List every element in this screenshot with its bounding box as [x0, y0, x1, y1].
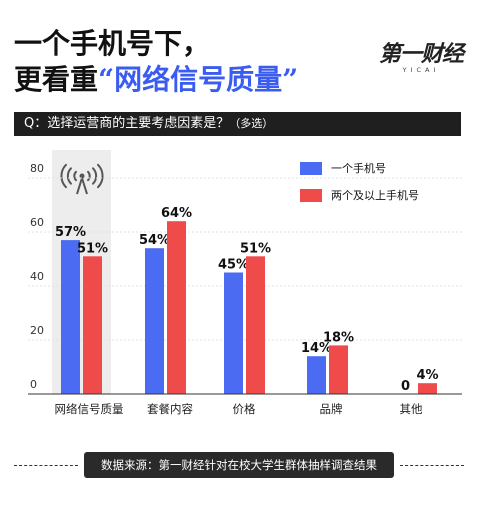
brand-logo-text: 第一财经: [378, 42, 464, 67]
question-bar: Q：选择运营商的主要考虑因素是？（多选）: [14, 112, 461, 136]
x-tick-label-5: 其他: [400, 402, 423, 416]
legend-item-series-2: 两个及以上手机号: [300, 185, 419, 205]
y-tick-label-20: 20: [30, 324, 44, 337]
headline-highlight: “网络信号质量”: [98, 63, 299, 96]
value-label-2-series-1: 54%: [139, 233, 170, 248]
value-label-5-series-1: 0: [401, 379, 410, 394]
signal-tower-top: [79, 173, 85, 179]
signal-wave-right-2: [92, 167, 98, 185]
bar-2-series-2: [167, 221, 186, 394]
value-label-5-series-2: 4%: [416, 368, 438, 383]
question-text: Q：选择运营商的主要考虑因素是？: [24, 116, 230, 131]
signal-wave-left-2: [66, 167, 72, 185]
source-divider-left: [14, 465, 78, 466]
source-divider-right: [400, 465, 464, 466]
headline-line-2-prefix: 更看重: [14, 63, 99, 96]
signal-wave-right-1: [87, 170, 91, 182]
legend-label-series-1: 一个手机号: [331, 162, 386, 175]
value-label-2-series-2: 64%: [161, 206, 192, 221]
bar-4-series-2: [329, 345, 348, 394]
bar-1-series-2: [83, 256, 102, 394]
bar-3-series-1: [224, 272, 243, 394]
legend-label-series-2: 两个及以上手机号: [331, 189, 419, 202]
highlight-background: [52, 150, 111, 394]
headline-line-1: 一个手机号下，: [14, 27, 211, 60]
x-tick-label-3: 价格: [233, 402, 256, 416]
bar-5-series-2: [418, 383, 437, 394]
y-tick-label-0: 0: [30, 378, 37, 391]
legend-item-series-1: 一个手机号: [300, 158, 419, 178]
y-tick-label-40: 40: [30, 270, 44, 283]
signal-wave-left-1: [73, 170, 77, 182]
question-note: （多选）: [229, 117, 274, 130]
value-label-4-series-1: 14%: [301, 341, 332, 356]
x-tick-label-4: 品牌: [320, 402, 343, 416]
value-label-1-series-2: 51%: [77, 241, 108, 256]
brand-logo: 第一财经 YICAI: [378, 36, 464, 74]
data-source-note: 数据来源：第一财经针对在校大学生群体抽样调查结果: [84, 452, 394, 478]
chart-legend: 一个手机号 两个及以上手机号: [300, 158, 419, 212]
brand-logo-sub: YICAI: [402, 66, 440, 74]
headline: 一个手机号下， 更看重“网络信号质量”: [14, 26, 298, 98]
legend-swatch-series-2: [300, 188, 322, 202]
signal-tower-mast: [76, 177, 88, 195]
bar-3-series-2: [246, 256, 265, 394]
x-tick-label-1: 网络信号质量: [55, 402, 124, 416]
signal-wave-left-3: [60, 163, 67, 189]
signal-wave-right-3: [97, 163, 104, 189]
headline-line-2: 更看重“网络信号质量”: [14, 62, 298, 98]
value-label-4-series-2: 18%: [323, 330, 354, 345]
x-tick-label-2: 套餐内容: [147, 402, 193, 416]
bar-2-series-1: [145, 248, 164, 394]
legend-swatch-series-1: [300, 161, 322, 175]
bar-4-series-1: [307, 356, 326, 394]
bar-1-series-1: [61, 240, 80, 394]
y-tick-label-80: 80: [30, 162, 44, 175]
value-label-1-series-1: 57%: [55, 225, 86, 240]
y-tick-label-60: 60: [30, 216, 44, 229]
value-label-3-series-2: 51%: [240, 241, 271, 256]
value-label-3-series-1: 45%: [218, 258, 249, 273]
